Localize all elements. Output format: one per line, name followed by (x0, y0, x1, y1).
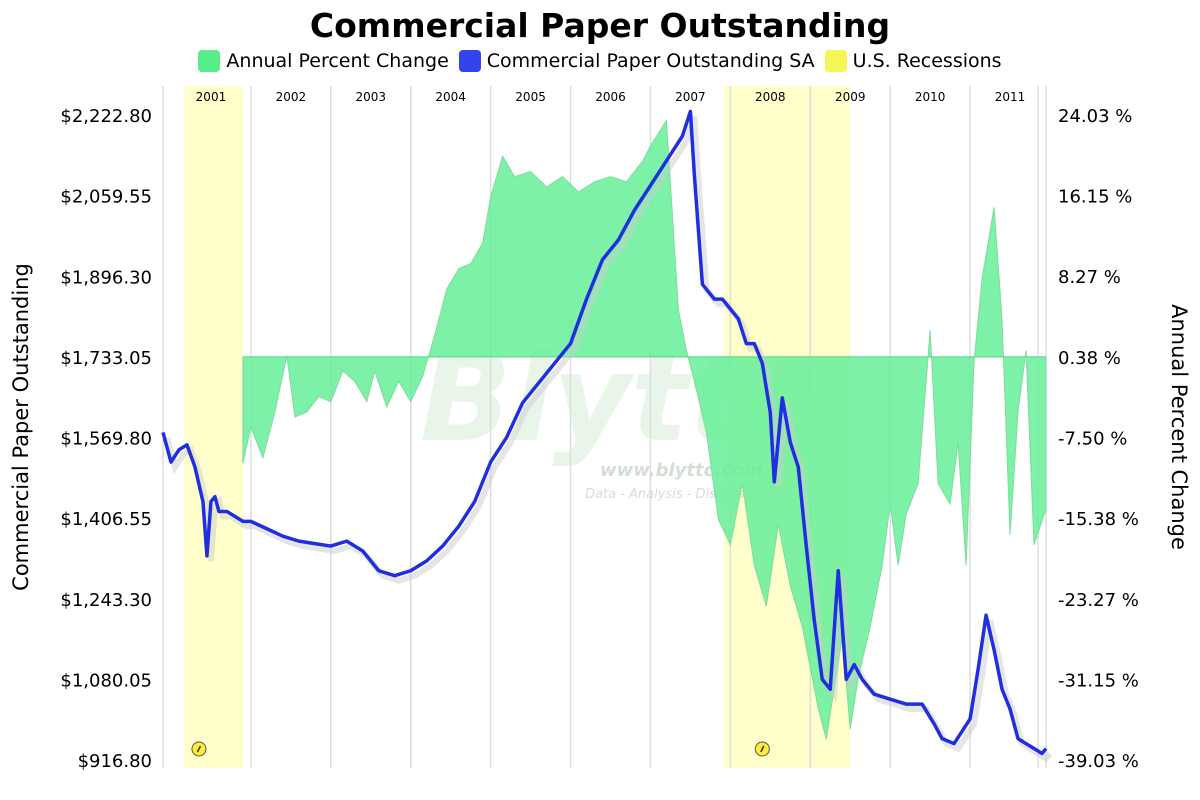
legend-swatch-blue (458, 50, 481, 72)
legend-label: U.S. Recessions (852, 50, 1002, 72)
recession-marker-glyph (760, 745, 765, 753)
y-tick-label-left: $2,059.55 (60, 187, 152, 208)
y-tick-label-right: -39.03 % (1058, 751, 1139, 772)
y-axis-title-left: Commercial Paper Outstanding (9, 263, 33, 591)
legend-label: Annual Percent Change (226, 50, 449, 72)
year-label: 2010 (915, 90, 946, 104)
y-tick-label-left: $1,080.05 (60, 670, 152, 691)
y-tick-label-right: 0.38 % (1058, 348, 1121, 369)
legend-item-recessions[interactable]: U.S. Recessions (824, 50, 1002, 72)
legend-item-annual-change[interactable]: Annual Percent Change (198, 50, 449, 72)
y-tick-label-left: $1,569.80 (60, 429, 152, 450)
y-tick-label-right: -15.38 % (1058, 509, 1139, 530)
y-tick-label-left: $916.80 (78, 751, 152, 772)
y-tick-label-right: -23.27 % (1058, 590, 1139, 611)
legend-item-outstanding[interactable]: Commercial Paper Outstanding SA (458, 50, 815, 72)
year-label: 2007 (675, 90, 706, 104)
legend-label: Commercial Paper Outstanding SA (486, 50, 815, 72)
y-tick-label-right: -31.15 % (1058, 670, 1139, 691)
y-tick-label-left: $2,222.80 (60, 106, 152, 127)
year-label: 2005 (515, 90, 546, 104)
y-tick-label-left: $1,406.55 (60, 509, 152, 530)
y-axis-title-right: Annual Percent Change (1167, 304, 1191, 550)
y-tick-label-left: $1,733.05 (60, 348, 152, 369)
recession-marker-icon (191, 741, 207, 757)
year-label: 2004 (435, 90, 466, 104)
y-tick-label-right: 16.15 % (1058, 187, 1132, 208)
legend: Annual Percent Change Commercial Paper O… (0, 50, 1200, 72)
year-labels: 2001 2002 2003 2004 2005 2006 2007 2008 2009 2010… (196, 90, 1026, 104)
year-label: 2008 (755, 90, 786, 104)
outstanding-line-path (161, 109, 1048, 756)
recession-band (184, 86, 243, 768)
y-tick-label-right: 24.03 % (1058, 106, 1132, 127)
recession-marker-icon (754, 741, 770, 757)
legend-swatch-yellow (824, 50, 847, 72)
chart-title: Commercial Paper Outstanding (309, 6, 891, 45)
year-label: 2001 (196, 90, 227, 104)
y-tick-label-left: $1,243.30 (60, 590, 152, 611)
outstanding-line (161, 109, 1053, 763)
year-label: 2009 (835, 90, 866, 104)
recession-marker-glyph (196, 745, 202, 753)
year-label: 2003 (355, 90, 386, 104)
year-label: 2011 (995, 90, 1026, 104)
recession-markers (191, 741, 770, 757)
y-tick-label-right: 8.27 % (1058, 267, 1121, 288)
legend-swatch-green (198, 50, 221, 72)
y-tick-label-right: -7.50 % (1058, 429, 1127, 450)
year-label: 2002 (276, 90, 307, 104)
y-tick-label-left: $1,896.30 (60, 267, 152, 288)
axes: $2,222.80 $2,059.55 $1,896.30 $1,733.05 $1,5… (9, 106, 1191, 772)
year-label: 2006 (595, 90, 626, 104)
